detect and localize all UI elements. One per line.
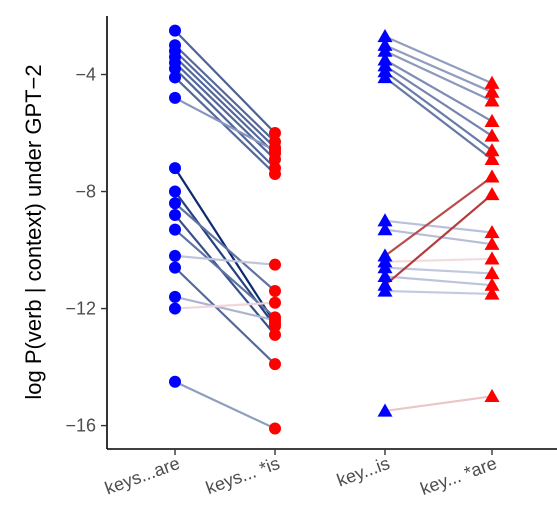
data-point-end	[484, 277, 500, 291]
data-point-start	[377, 28, 393, 43]
data-point-start	[377, 43, 393, 57]
data-point-end	[269, 358, 281, 371]
data-point-start	[169, 290, 181, 303]
data-point-end	[269, 422, 281, 435]
data-point-start	[169, 249, 181, 262]
data-point-start	[169, 71, 181, 84]
connector-line	[174, 62, 276, 161]
connector-line	[384, 50, 493, 102]
data-point-end	[269, 328, 281, 341]
connector-line	[174, 295, 276, 322]
data-point-start	[377, 260, 393, 274]
y-axis-title: log P(verb | context) under GPT−2	[21, 64, 46, 399]
connector-line	[384, 395, 493, 413]
y-tick-label: −12	[65, 299, 96, 319]
data-point-start	[169, 375, 181, 388]
connector-line	[174, 50, 276, 149]
connector-line	[174, 67, 276, 169]
data-point-start	[169, 208, 181, 221]
data-point-start	[377, 268, 393, 283]
connector-line	[384, 64, 493, 137]
data-point-end	[269, 144, 281, 157]
data-point-start	[169, 62, 181, 75]
data-point-end	[484, 128, 500, 142]
data-point-end	[484, 236, 500, 250]
data-point-start	[169, 223, 181, 236]
x-tick-label: key...is	[334, 453, 392, 490]
axes	[106, 16, 557, 450]
data-point-end	[269, 296, 281, 309]
data-point-start	[377, 69, 393, 84]
connector-line	[384, 35, 493, 85]
data-point-end	[269, 258, 281, 271]
connector-line	[174, 380, 276, 430]
data-point-end	[484, 143, 500, 157]
data-point-start	[377, 222, 393, 236]
data-point-end	[484, 225, 500, 239]
connector-line	[174, 202, 276, 292]
connector-lines	[174, 29, 493, 430]
connector-line	[384, 289, 493, 296]
data-point-end	[484, 151, 500, 165]
connector-line	[174, 76, 276, 175]
ticks: −4 −8 −12 −16 keys...are keys... *is key...is k…	[65, 65, 499, 500]
data-point-start	[377, 283, 393, 297]
data-point-end	[484, 84, 500, 98]
connector-line	[384, 257, 493, 263]
data-point-end	[484, 265, 500, 280]
data-point-end	[484, 75, 500, 89]
data-point-start	[169, 91, 181, 104]
data-point-start	[169, 162, 181, 175]
data-point-end	[484, 169, 500, 183]
connector-line	[384, 176, 493, 257]
data-point-end	[484, 388, 500, 402]
data-point-end	[484, 186, 500, 201]
data-point-start	[169, 302, 181, 315]
connector-line	[174, 44, 276, 143]
connector-line	[384, 70, 493, 152]
connector-line	[174, 29, 276, 134]
connector-line	[174, 254, 276, 266]
connector-line	[384, 219, 493, 234]
data-points	[169, 24, 500, 435]
connector-line	[384, 76, 493, 161]
data-point-start	[169, 24, 181, 37]
x-tick-label: keys...are	[102, 453, 182, 498]
connector-line	[384, 266, 493, 275]
data-point-start	[377, 213, 393, 227]
data-point-start	[169, 185, 181, 198]
y-tick-label: −16	[65, 416, 96, 436]
connector-line	[384, 275, 493, 287]
data-point-end	[269, 127, 281, 140]
data-point-start	[169, 197, 181, 210]
data-point-start	[377, 403, 393, 417]
data-point-end	[484, 93, 500, 107]
data-point-end	[269, 314, 281, 327]
data-point-end	[484, 286, 500, 300]
connector-line	[174, 301, 276, 310]
connector-line	[384, 228, 493, 246]
x-tick-label: key... *are	[418, 453, 500, 499]
connector-line	[174, 96, 276, 152]
data-point-end	[484, 113, 500, 127]
x-tick-label: keys... *is	[203, 453, 282, 498]
y-tick-label: −8	[75, 182, 96, 202]
connector-line	[384, 44, 493, 94]
data-point-end	[269, 285, 281, 298]
connector-line	[174, 266, 276, 365]
data-point-end	[269, 167, 281, 180]
data-point-end	[269, 153, 281, 166]
connector-line	[384, 193, 493, 287]
data-point-end	[484, 251, 500, 265]
data-point-start	[169, 261, 181, 274]
connector-line	[174, 56, 276, 155]
y-tick-label: −4	[75, 65, 96, 85]
connector-line	[384, 58, 493, 123]
